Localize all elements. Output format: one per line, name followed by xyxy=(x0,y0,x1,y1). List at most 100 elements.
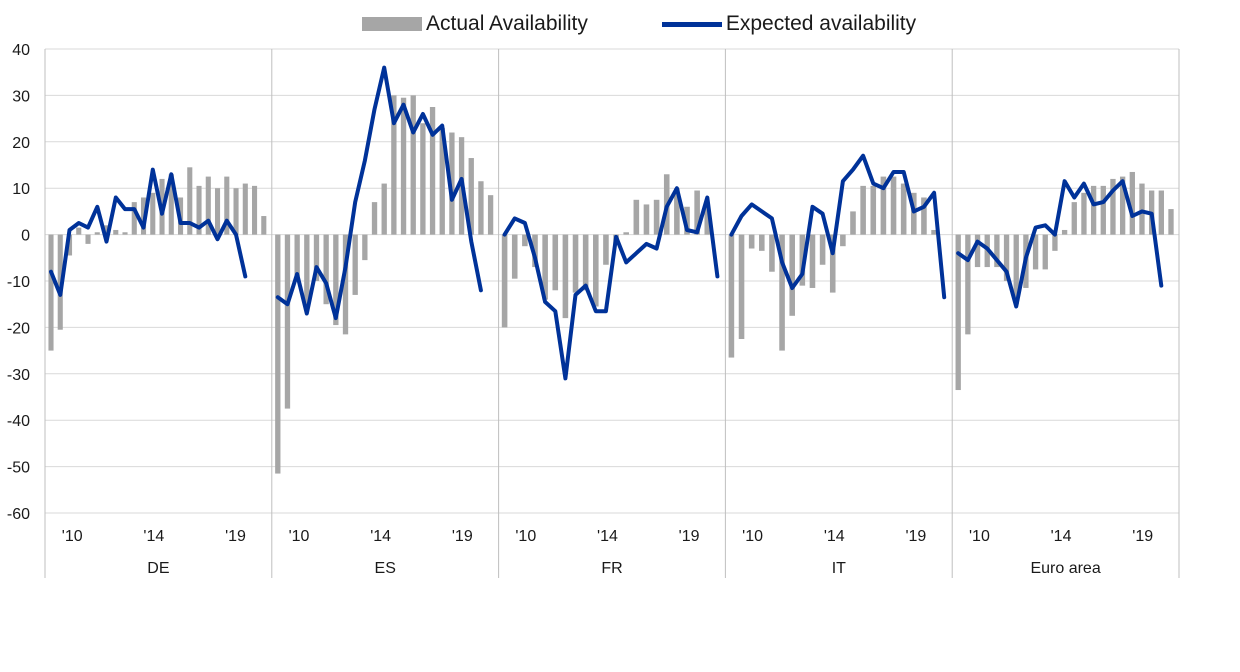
actual-bar xyxy=(653,199,660,235)
actual-bar xyxy=(955,234,961,391)
actual-bar xyxy=(1090,185,1097,235)
y-tick-label: -30 xyxy=(7,367,30,384)
actual-bar xyxy=(304,234,310,309)
actual-bar xyxy=(214,188,221,235)
actual-bar xyxy=(150,192,156,235)
actual-bar xyxy=(994,234,1000,268)
actual-bar xyxy=(829,234,836,293)
actual-bar xyxy=(501,234,508,328)
actual-bar xyxy=(381,183,387,235)
actual-bar xyxy=(294,234,300,277)
actual-bar xyxy=(468,158,474,235)
actual-bar xyxy=(1061,229,1068,235)
actual-bar xyxy=(1139,183,1145,235)
x-tick-label: '19 xyxy=(905,528,926,545)
actual-bar xyxy=(94,232,100,235)
x-tick-label: '10 xyxy=(515,528,536,545)
actual-bar xyxy=(429,107,436,235)
expected-line xyxy=(49,167,248,297)
x-tick-label: '14 xyxy=(824,528,845,545)
actual-bar xyxy=(410,95,416,235)
actual-bar xyxy=(1052,234,1058,251)
x-tick-label: '10 xyxy=(969,528,990,545)
expected-line xyxy=(956,179,1164,309)
actual-bar xyxy=(1129,171,1135,235)
panel-label: Euro area xyxy=(1030,560,1100,577)
x-tick-label: '10 xyxy=(289,528,310,545)
actual-bar xyxy=(48,234,54,351)
actual-bar xyxy=(196,185,202,235)
y-tick-label: -60 xyxy=(7,506,30,523)
y-tick-label: 10 xyxy=(12,181,30,198)
panel-label: ES xyxy=(375,560,396,577)
actual-bar xyxy=(850,211,856,235)
actual-bar xyxy=(572,234,579,293)
actual-bar xyxy=(352,234,358,295)
legend-label-actual: Actual Availability xyxy=(426,12,588,35)
actual-bar xyxy=(759,234,765,251)
actual-bar xyxy=(965,234,971,335)
actual-bar xyxy=(870,185,877,235)
x-tick-label: '19 xyxy=(225,528,246,545)
legend-item-actual: Actual Availability xyxy=(362,12,588,36)
actual-bar xyxy=(704,204,711,235)
actual-bar xyxy=(552,234,559,291)
actual-bar xyxy=(103,225,110,235)
actual-bar xyxy=(113,229,119,235)
actual-bar xyxy=(880,176,887,235)
actual-bar xyxy=(371,202,378,235)
actual-bar xyxy=(799,234,806,286)
x-tick-label: '14 xyxy=(597,528,618,545)
actual-bar xyxy=(809,234,816,288)
actual-bar xyxy=(449,132,455,235)
panel-label: FR xyxy=(601,560,622,577)
actual-bar xyxy=(643,204,650,235)
y-tick-label: -20 xyxy=(7,320,30,337)
actual-bar xyxy=(1081,192,1087,235)
actual-bar xyxy=(900,183,907,235)
actual-bar xyxy=(313,234,320,281)
actual-bar xyxy=(748,234,755,249)
actual-bar xyxy=(860,185,866,235)
y-tick-label: 40 xyxy=(12,42,30,59)
actual-bar xyxy=(1100,185,1106,235)
expected-line xyxy=(275,65,483,321)
actual-bar xyxy=(1158,190,1164,235)
actual-bar xyxy=(131,202,137,235)
actual-bar xyxy=(931,229,937,235)
y-tick-label: -50 xyxy=(7,460,30,477)
actual-bar xyxy=(487,195,494,235)
actual-bar xyxy=(233,188,239,235)
actual-bar xyxy=(728,234,735,358)
actual-bar xyxy=(623,232,629,235)
actual-bar xyxy=(333,234,339,326)
actual-bar xyxy=(789,234,795,316)
legend: Actual Availability Expected availabilit… xyxy=(362,10,990,38)
x-tick-label: '10 xyxy=(742,528,763,545)
actual-bar xyxy=(911,192,917,235)
actual-bar xyxy=(819,234,826,265)
x-tick-label: '10 xyxy=(62,528,83,545)
actual-bar xyxy=(684,206,690,235)
x-tick-label: '14 xyxy=(143,528,164,545)
actual-bar xyxy=(511,234,518,279)
actual-bar xyxy=(168,174,174,235)
panel-label: IT xyxy=(832,560,846,577)
actual-bar xyxy=(582,234,589,291)
x-tick-label: '14 xyxy=(370,528,391,545)
actual-bar xyxy=(122,232,128,235)
actual-bar xyxy=(400,97,407,235)
actual-bar xyxy=(439,127,445,235)
actual-bar xyxy=(1032,234,1039,270)
actual-bar xyxy=(593,234,599,307)
actual-bar xyxy=(522,234,528,247)
x-tick-label: '19 xyxy=(679,528,700,545)
actual-bar xyxy=(542,234,548,300)
y-tick-label: -10 xyxy=(7,274,30,291)
actual-bar xyxy=(1003,234,1010,281)
actual-bar xyxy=(1110,178,1116,235)
actual-bar xyxy=(252,185,258,235)
actual-bar xyxy=(261,216,267,235)
expected-line xyxy=(729,153,947,300)
